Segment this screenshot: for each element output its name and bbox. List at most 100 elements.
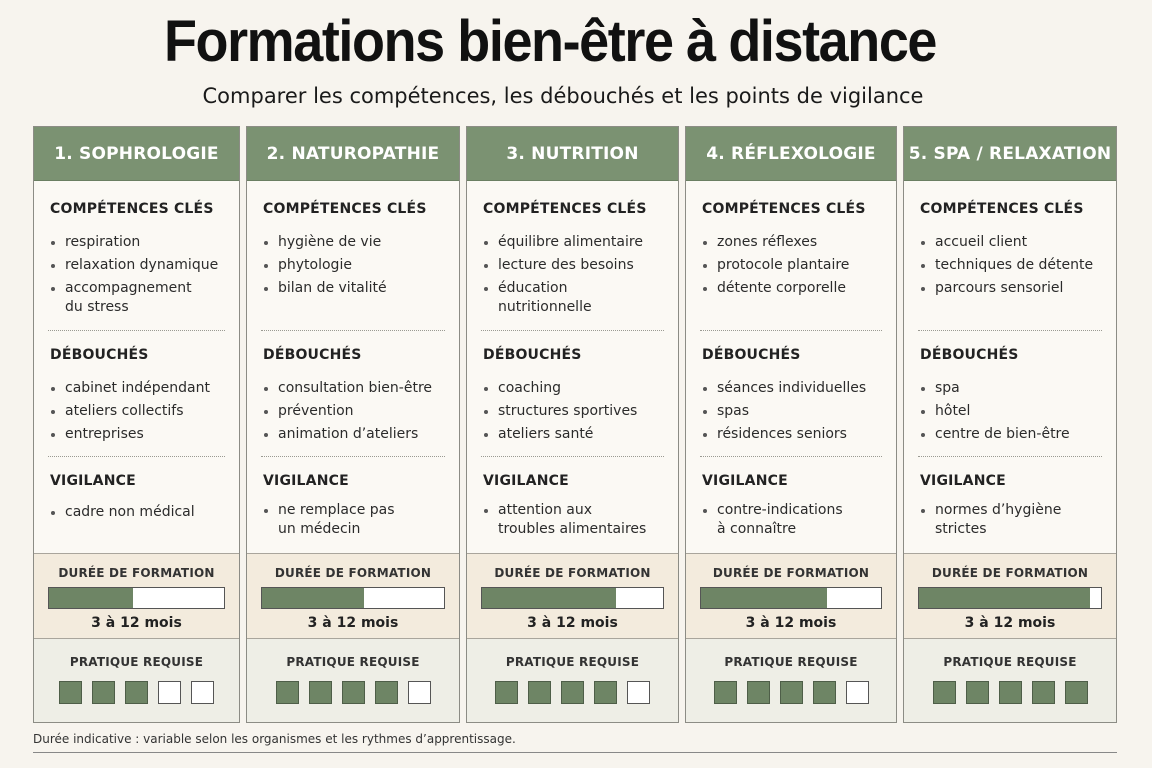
card-title: 4. RÉFLEXOLOGIE (686, 127, 896, 181)
divider (261, 330, 445, 331)
list-item: accompagnement du stress (50, 279, 200, 317)
pratique-rating (467, 681, 678, 704)
list-item: séances individuelles (702, 379, 888, 398)
rating-square-empty (845, 681, 869, 704)
list-item: coaching (483, 379, 670, 398)
divider (700, 456, 882, 457)
pratique-rating (247, 681, 459, 704)
rating-square-filled (125, 681, 148, 704)
rating-square-filled (92, 681, 115, 704)
debouches-title: DÉBOUCHÉS (50, 347, 149, 363)
list-item: animation d’ateliers (263, 425, 451, 444)
pratique-title: PRATIQUE REQUISE (505, 655, 640, 669)
list-item: zones réflexes (702, 233, 888, 252)
divider (918, 330, 1102, 331)
divider (918, 456, 1102, 457)
rating-square-filled (528, 681, 551, 704)
divider (700, 330, 882, 331)
competences-list: équilibre alimentaire lecture des besoin… (483, 233, 670, 321)
rating-square-filled (812, 681, 836, 704)
divider (48, 330, 225, 331)
duree-value: 3 à 12 mois (964, 615, 1056, 631)
duree-value: 3 à 12 mois (527, 615, 618, 631)
rating-square-filled (932, 681, 956, 704)
vigilance-title: VIGILANCE (702, 473, 788, 489)
duree-progress-bar (48, 587, 225, 609)
list-item: respiration (50, 233, 231, 252)
list-item: parcours sensoriel (920, 279, 1108, 298)
pratique-title: PRATIQUE REQUISE (286, 655, 420, 669)
duree-progress-fill (262, 588, 364, 608)
duree-title: DURÉE DE FORMATION (712, 566, 870, 580)
duree-title: DURÉE DE FORMATION (274, 566, 432, 580)
list-item: techniques de détente (920, 256, 1108, 275)
duree-value: 3 à 12 mois (745, 615, 837, 631)
duree-section: DURÉE DE FORMATION 3 à 12 mois (904, 553, 1116, 639)
pratique-section: PRATIQUE REQUISE (904, 639, 1116, 722)
competences-title: COMPÉTENCES CLÉS (702, 201, 866, 217)
vigilance-list: normes d’hygiène strictes (920, 501, 1108, 543)
duree-progress-bar (918, 587, 1102, 609)
duree-value: 3 à 12 mois (307, 615, 399, 631)
rating-square-filled (59, 681, 82, 704)
competences-title: COMPÉTENCES CLÉS (50, 201, 214, 217)
rating-square-filled (341, 681, 365, 704)
vigilance-list: contre-indications à connaître (702, 501, 888, 543)
vigilance-title: VIGILANCE (50, 473, 136, 489)
competences-title: COMPÉTENCES CLÉS (263, 201, 427, 217)
list-item: accueil client (920, 233, 1108, 252)
pratique-rating (904, 681, 1116, 704)
list-item: normes d’hygiène strictes (920, 501, 1070, 539)
list-item: détente corporelle (702, 279, 888, 298)
duree-progress-bar (700, 587, 882, 609)
competences-list: respiration relaxation dynamique accompa… (50, 233, 231, 321)
competences-list: accueil client techniques de détente par… (920, 233, 1108, 302)
rating-square-filled (275, 681, 299, 704)
rating-square-filled (1064, 681, 1088, 704)
debouches-list: consultation bien-être prévention animat… (263, 379, 451, 448)
card-title: 3. NUTRITION (467, 127, 678, 181)
rating-square-filled (594, 681, 617, 704)
pratique-title: PRATIQUE REQUISE (943, 655, 1077, 669)
duree-progress-fill (919, 588, 1091, 608)
pratique-section: PRATIQUE REQUISE (34, 639, 239, 722)
duree-title: DURÉE DE FORMATION (931, 566, 1089, 580)
debouches-title: DÉBOUCHÉS (483, 347, 582, 363)
debouches-list: séances individuelles spas résidences se… (702, 379, 888, 448)
duree-progress-fill (482, 588, 616, 608)
page-title: Formations bien-être à distance (163, 9, 937, 74)
debouches-title: DÉBOUCHÉS (263, 347, 362, 363)
debouches-title: DÉBOUCHÉS (702, 347, 801, 363)
debouches-list: cabinet indépendant ateliers collectifs … (50, 379, 231, 448)
competences-list: hygiène de vie phytologie bilan de vital… (263, 233, 451, 302)
divider (48, 456, 225, 457)
card-title: 2. NATUROPATHIE (247, 127, 459, 181)
card-sophrologie: 1. SOPHROLOGIE COMPÉTENCES CLÉS respirat… (33, 126, 240, 723)
pratique-section: PRATIQUE REQUISE (467, 639, 678, 722)
list-item: relaxation dynamique (50, 256, 231, 275)
duree-title: DURÉE DE FORMATION (494, 566, 651, 580)
pratique-title: PRATIQUE REQUISE (69, 655, 204, 669)
duree-value: 3 à 12 mois (91, 615, 182, 631)
pratique-section: PRATIQUE REQUISE (686, 639, 896, 722)
pratique-section: PRATIQUE REQUISE (247, 639, 459, 722)
list-item: attention aux troubles alimentaires (483, 501, 653, 539)
rating-square-filled (746, 681, 770, 704)
footnote: Durée indicative : variable selon les or… (33, 732, 516, 746)
duree-progress-fill (701, 588, 827, 608)
debouches-list: spa hôtel centre de bien-être (920, 379, 1108, 448)
divider (481, 456, 664, 457)
competences-title: COMPÉTENCES CLÉS (483, 201, 647, 217)
list-item: consultation bien-être (263, 379, 451, 398)
divider (261, 456, 445, 457)
list-item: prévention (263, 402, 451, 421)
rating-square-filled (561, 681, 584, 704)
duree-section: DURÉE DE FORMATION 3 à 12 mois (467, 553, 678, 639)
rating-square-filled (308, 681, 332, 704)
card-reflexologie: 4. RÉFLEXOLOGIE COMPÉTENCES CLÉS zones r… (685, 126, 897, 723)
rating-square-empty (158, 681, 181, 704)
card-spa-relaxation: 5. SPA / RELAXATION COMPÉTENCES CLÉS acc… (903, 126, 1117, 723)
list-item: cadre non médical (50, 503, 231, 522)
rating-square-filled (713, 681, 737, 704)
list-item: protocole plantaire (702, 256, 888, 275)
